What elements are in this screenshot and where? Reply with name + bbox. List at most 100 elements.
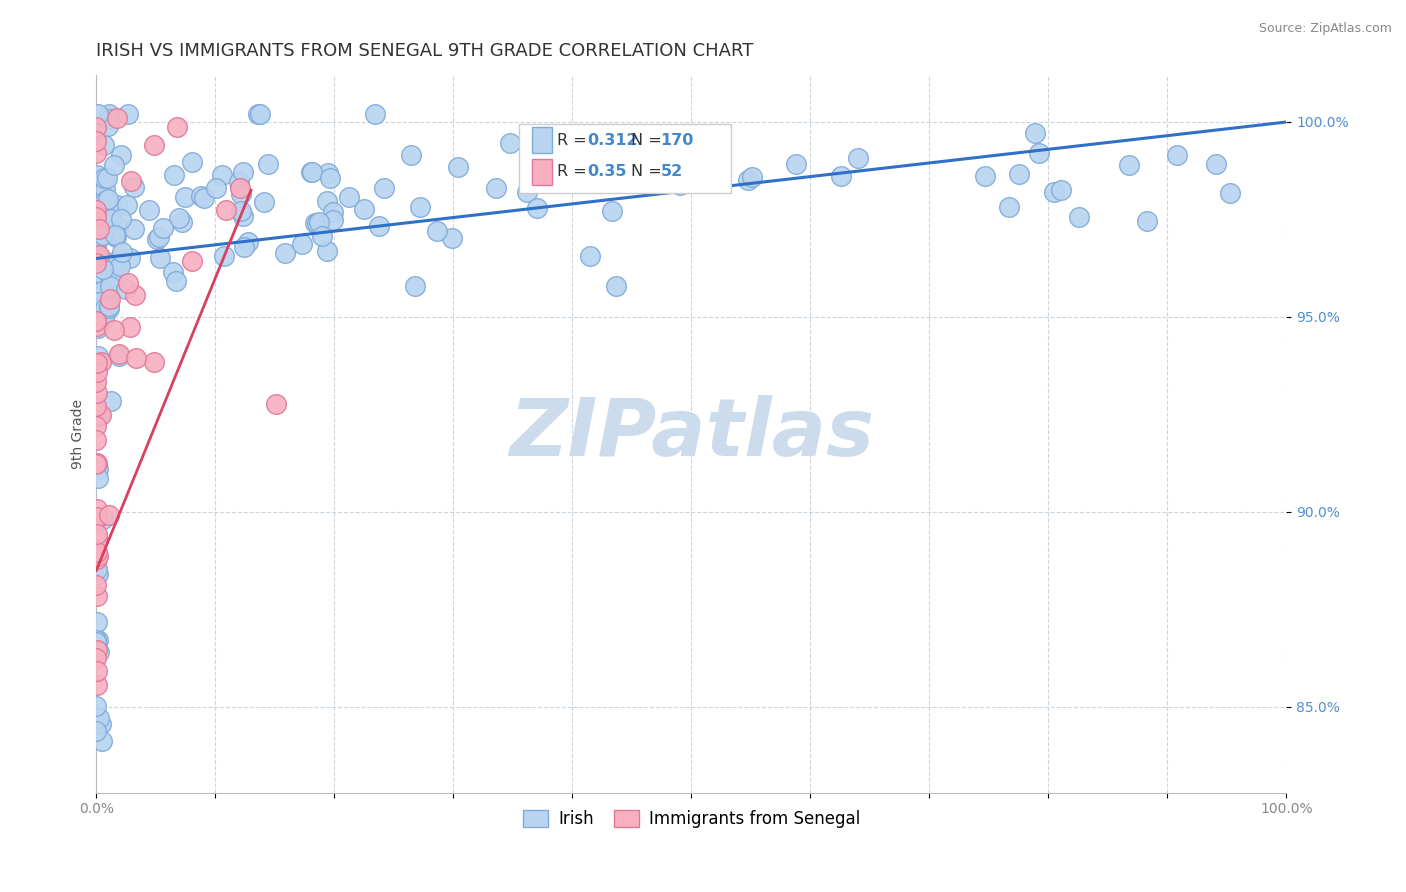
Point <box>98 112 121 127</box>
Point <box>143 138 166 153</box>
Point <box>114 282 136 296</box>
Point <box>87 645 110 659</box>
Point <box>165 274 187 288</box>
Point <box>167 211 190 225</box>
Point <box>90 354 112 368</box>
Point <box>120 251 142 265</box>
Point <box>86 664 108 678</box>
Point <box>86 127 108 141</box>
Point <box>108 260 131 274</box>
Point <box>110 212 132 227</box>
Y-axis label: 9th Grade: 9th Grade <box>72 399 86 469</box>
Point <box>205 181 228 195</box>
Point <box>86 510 108 524</box>
Point <box>305 216 328 230</box>
Point <box>86 589 108 603</box>
Point <box>89 252 111 267</box>
Point <box>124 222 146 236</box>
Point <box>108 347 131 361</box>
Point <box>93 137 115 152</box>
Point <box>785 157 807 171</box>
Point <box>94 304 117 318</box>
Point <box>87 222 110 236</box>
Point <box>830 169 852 184</box>
Point <box>308 215 330 229</box>
Point <box>257 156 280 170</box>
Point <box>737 173 759 187</box>
Point <box>229 180 252 194</box>
Point <box>86 698 108 713</box>
Point <box>974 169 997 184</box>
Point <box>304 216 326 230</box>
Point <box>1024 127 1046 141</box>
Point <box>104 228 127 243</box>
Point <box>1118 158 1140 172</box>
Point <box>86 356 108 370</box>
Point <box>605 156 627 170</box>
Point <box>322 213 344 227</box>
Point <box>96 287 118 301</box>
Point <box>86 404 108 418</box>
Text: 170: 170 <box>661 133 695 147</box>
Text: 0.35: 0.35 <box>588 164 627 179</box>
Point <box>105 230 128 244</box>
Point <box>246 107 269 121</box>
Point <box>1042 185 1064 199</box>
Point <box>86 202 108 217</box>
Point <box>86 532 108 546</box>
Point <box>600 203 623 218</box>
Point <box>86 552 108 566</box>
Point <box>659 141 682 155</box>
Point <box>86 386 108 401</box>
Point <box>105 111 128 125</box>
Point <box>125 351 148 365</box>
Point <box>741 169 763 184</box>
Point <box>322 204 344 219</box>
Point <box>86 527 108 541</box>
Point <box>120 174 142 188</box>
Legend: Irish, Immigrants from Senegal: Irish, Immigrants from Senegal <box>516 803 866 835</box>
Point <box>163 169 186 183</box>
Point <box>447 160 470 174</box>
Point <box>233 240 256 254</box>
Point <box>373 180 395 194</box>
Point <box>107 219 129 234</box>
Point <box>316 165 339 179</box>
Point <box>110 148 132 162</box>
Point <box>94 181 117 195</box>
Point <box>404 278 426 293</box>
Point <box>86 724 108 739</box>
Point <box>117 107 139 121</box>
Point <box>399 148 422 162</box>
Point <box>86 201 108 215</box>
Point <box>117 276 139 290</box>
Point <box>546 151 568 165</box>
Point <box>152 220 174 235</box>
FancyBboxPatch shape <box>531 159 551 185</box>
Point <box>86 107 108 121</box>
Point <box>578 248 600 262</box>
Point <box>319 170 342 185</box>
Point <box>93 286 115 301</box>
Point <box>97 289 120 303</box>
Point <box>122 179 145 194</box>
Text: R =: R = <box>557 164 592 179</box>
Point <box>86 433 108 447</box>
Point <box>997 200 1019 214</box>
Point <box>138 203 160 218</box>
Point <box>86 545 108 559</box>
Text: R =: R = <box>557 133 592 147</box>
Point <box>86 134 108 148</box>
Point <box>90 284 112 298</box>
Point <box>93 312 115 326</box>
Point <box>86 318 108 333</box>
Point <box>107 252 129 266</box>
Point <box>98 269 121 284</box>
Point <box>86 210 108 224</box>
Point <box>107 256 129 270</box>
Point <box>86 678 108 692</box>
Point <box>94 194 117 208</box>
Point <box>311 229 333 244</box>
Point <box>1050 183 1073 197</box>
Point <box>87 549 110 564</box>
